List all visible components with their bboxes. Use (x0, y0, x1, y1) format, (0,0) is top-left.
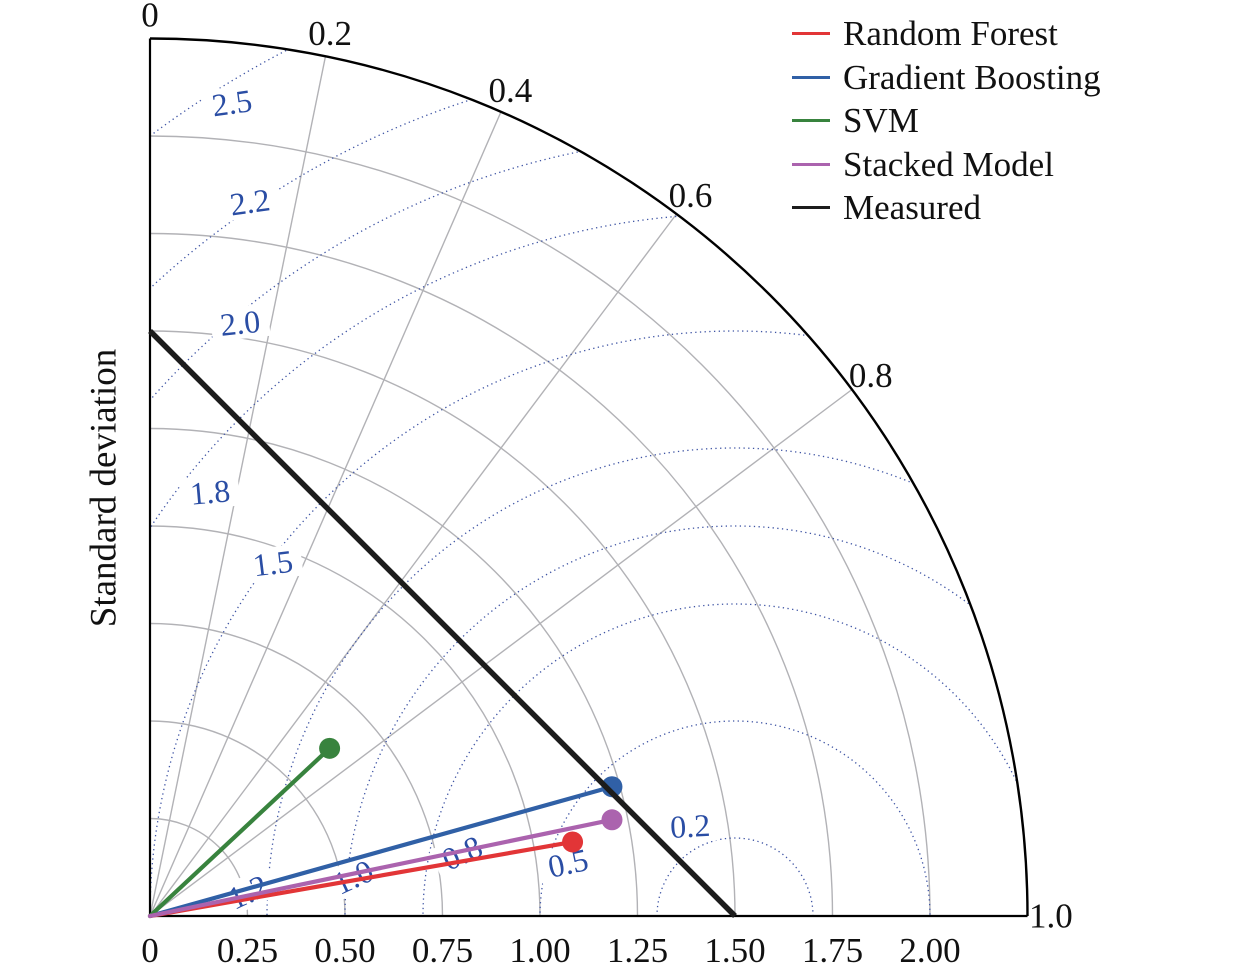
rmse-label-halo (209, 303, 271, 342)
corr-gridline (149, 111, 502, 917)
rmse-label: 1.8 (189, 472, 232, 511)
x-tick-label: 0.25 (217, 931, 278, 970)
rmse-label: 0.2 (669, 807, 711, 845)
legend-swatch-gradient-boosting (792, 75, 830, 79)
correlation-label: 1.0 (1029, 897, 1073, 936)
rmse-label-group: 1.5 (242, 543, 304, 584)
std-dev-arc (149, 232, 834, 917)
x-tick-label: 1.50 (704, 931, 765, 970)
x-tick-label: 1.75 (802, 931, 863, 970)
correlation-label: 0.6 (669, 176, 713, 215)
legend-item-measured: Measured (792, 186, 1101, 230)
corr-gridline (149, 388, 853, 917)
rmse-contour (422, 603, 1028, 916)
y-axis-label: Standard deviation (83, 348, 125, 628)
std-dev-arc (149, 525, 541, 917)
rmse-label-group: 0.2 (660, 807, 720, 845)
series-point-stacked-model (601, 809, 623, 831)
x-tick-label: 1.25 (607, 931, 668, 970)
legend-swatch-measured (792, 206, 830, 210)
rmse-label-group: 2.2 (218, 181, 281, 223)
rmse-contour (150, 135, 1028, 916)
rmse-label-halo (218, 182, 281, 222)
std-dev-arc (149, 330, 736, 917)
legend-item-stacked-model: Stacked Model (792, 143, 1101, 187)
rmse-contour (266, 447, 1028, 916)
rmse-label-group: 2.0 (209, 303, 271, 343)
rmse-label: 2.0 (218, 303, 262, 343)
legend-item-random-forest: Random Forest (792, 12, 1101, 56)
legend-label: Measured (843, 188, 982, 228)
rmse-label-halo (242, 543, 304, 583)
series-line-gradient-boosting (147, 784, 615, 919)
x-tick-label: 0.50 (314, 931, 375, 970)
legend-label: SVM (843, 101, 919, 141)
series-point-svm (319, 737, 341, 759)
rmse-label-halo (536, 841, 600, 885)
rmse-label-group: 2.5 (200, 82, 263, 123)
rmse-label-halo (214, 865, 281, 919)
series-line-svm (147, 746, 332, 919)
legend-label: Stacked Model (843, 144, 1054, 184)
correlation-label: 0.4 (488, 71, 532, 110)
outer-arc (149, 37, 1029, 917)
reference-line-measured (148, 329, 737, 918)
rmse-label: 2.2 (228, 181, 273, 222)
x-tick-label: 0.75 (412, 931, 473, 970)
correlation-label: 0.8 (849, 356, 893, 395)
corr-gridline (149, 213, 678, 917)
series-line-random-forest (147, 839, 575, 919)
x-tick-label: 1.00 (509, 931, 570, 970)
series-point-random-forest (562, 831, 584, 853)
rmse-label-group: 1.8 (179, 472, 241, 512)
series-point-gradient-boosting (601, 776, 623, 798)
legend-swatch-svm (792, 119, 830, 123)
x-tick-label: 0 (141, 931, 159, 970)
legend-label: Gradient Boosting (843, 57, 1101, 97)
correlation-label: 0 (141, 0, 159, 35)
x-tick-label: 2.00 (899, 931, 960, 970)
correlation-label: 0.2 (308, 14, 352, 53)
rmse-label-halo (179, 473, 241, 511)
legend-label: Random Forest (843, 14, 1058, 54)
legend-item-gradient-boosting: Gradient Boosting (792, 56, 1101, 100)
legend: Random Forest Gradient Boosting SVM Stacked… (792, 12, 1101, 230)
legend-swatch-stacked-model (792, 162, 830, 166)
series-line-stacked-model (147, 817, 615, 919)
rmse-label-halo (320, 850, 387, 904)
legend-item-svm: SVM (792, 99, 1101, 143)
rmse-label-halo (200, 82, 263, 123)
legend-swatch-random-forest (792, 32, 830, 36)
rmse-label-halo (660, 808, 720, 844)
rmse-label: 1.5 (251, 543, 295, 584)
rmse-label: 2.5 (210, 82, 255, 123)
rmse-contour (656, 837, 814, 916)
std-dev-arc (149, 135, 931, 917)
